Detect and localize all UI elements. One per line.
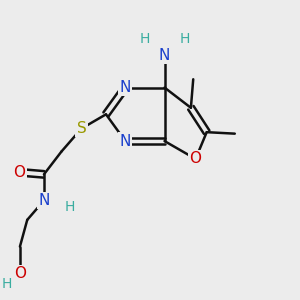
Text: N: N: [159, 48, 170, 63]
Text: O: O: [14, 266, 26, 281]
Text: H: H: [140, 32, 150, 46]
Text: O: O: [13, 165, 25, 180]
Text: N: N: [38, 193, 50, 208]
Text: H: H: [179, 32, 190, 46]
Text: H: H: [2, 277, 12, 291]
Text: N: N: [120, 134, 131, 148]
Text: O: O: [190, 152, 202, 166]
Text: S: S: [76, 121, 86, 136]
Text: H: H: [64, 200, 75, 214]
Text: N: N: [120, 80, 131, 95]
